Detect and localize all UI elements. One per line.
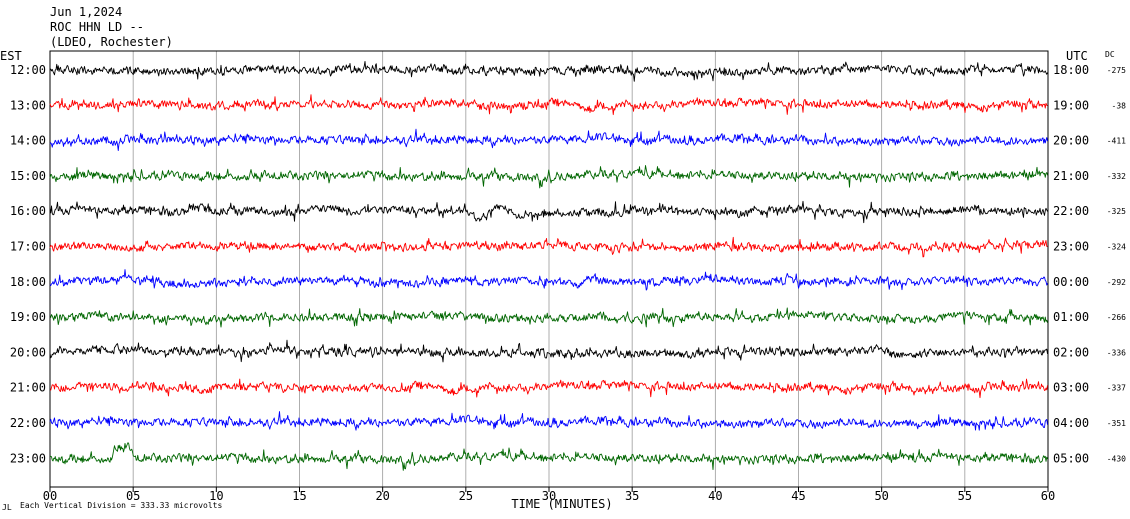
traces bbox=[49, 61, 1048, 471]
seismic-trace bbox=[49, 442, 1048, 471]
x-tick-label: 30 bbox=[542, 489, 556, 503]
dc-offset-label: -332 bbox=[1107, 172, 1126, 181]
seismic-trace bbox=[49, 411, 1048, 431]
x-tick-label: 45 bbox=[791, 489, 805, 503]
seismic-trace bbox=[49, 94, 1048, 116]
dc-labels: -275 -38 -411 -332 -325 -324 -292 -266 -336 -337 -… bbox=[1107, 66, 1126, 463]
seismic-trace bbox=[49, 307, 1048, 328]
x-tick-label: 50 bbox=[874, 489, 888, 503]
est-hour-label: 16:00 bbox=[10, 204, 46, 218]
utc-hour-label: 05:00 bbox=[1053, 451, 1089, 465]
x-axis-title: TIME (MINUTES) bbox=[511, 497, 612, 511]
utc-hour-label: 18:00 bbox=[1053, 63, 1089, 77]
est-hour-label: 21:00 bbox=[10, 381, 46, 395]
x-tick-label: 15 bbox=[292, 489, 306, 503]
est-hour-label: 23:00 bbox=[10, 451, 46, 465]
dc-offset-label: -324 bbox=[1107, 243, 1126, 252]
dc-offset-label: -411 bbox=[1107, 137, 1126, 146]
utc-hour-label: 23:00 bbox=[1053, 240, 1089, 254]
dc-offset-label: -351 bbox=[1107, 419, 1126, 428]
est-hour-label: 13:00 bbox=[10, 98, 46, 112]
dc-offset-label: -337 bbox=[1107, 384, 1126, 393]
seismic-trace bbox=[49, 61, 1048, 82]
x-tick-label: 35 bbox=[625, 489, 639, 503]
dc-offset-label: -336 bbox=[1107, 348, 1126, 357]
seismic-trace bbox=[49, 269, 1048, 291]
x-tick-label: 05 bbox=[126, 489, 140, 503]
dc-offset-label: -275 bbox=[1107, 66, 1126, 75]
x-tick-label: 20 bbox=[375, 489, 389, 503]
x-tick-label: 00 bbox=[43, 489, 57, 503]
seismic-trace bbox=[49, 200, 1048, 224]
scale-note: Each Vertical Division = 333.33 microvol… bbox=[20, 501, 222, 510]
seismic-trace bbox=[49, 165, 1048, 189]
x-tick-label: 55 bbox=[958, 489, 972, 503]
footer-mark: JL bbox=[2, 503, 12, 512]
est-hour-label: 19:00 bbox=[10, 310, 46, 324]
x-tick-label: 60 bbox=[1041, 489, 1055, 503]
utc-hour-label: 03:00 bbox=[1053, 381, 1089, 395]
est-labels: 12:00 13:00 14:00 15:00 16:00 17:00 18:00 19:00… bbox=[10, 63, 46, 465]
utc-hour-label: 02:00 bbox=[1053, 345, 1089, 359]
est-hour-label: 20:00 bbox=[10, 345, 46, 359]
utc-hour-label: 00:00 bbox=[1053, 275, 1089, 289]
date-label: Jun 1,2024 bbox=[50, 5, 122, 19]
utc-hour-label: 20:00 bbox=[1053, 134, 1089, 148]
x-tick-label: 25 bbox=[459, 489, 473, 503]
dc-offset-label: -292 bbox=[1107, 278, 1126, 287]
est-axis-label: EST bbox=[0, 49, 22, 63]
utc-hour-label: 19:00 bbox=[1053, 98, 1089, 112]
est-hour-label: 17:00 bbox=[10, 240, 46, 254]
dc-offset-label: -38 bbox=[1112, 101, 1127, 110]
x-tick-label: 40 bbox=[708, 489, 722, 503]
station-label: ROC HHN LD -- bbox=[50, 20, 144, 34]
est-hour-label: 14:00 bbox=[10, 134, 46, 148]
utc-hour-label: 21:00 bbox=[1053, 169, 1089, 183]
utc-hour-label: 04:00 bbox=[1053, 416, 1089, 430]
utc-axis-label: UTC bbox=[1066, 49, 1088, 63]
network-label: (LDEO, Rochester) bbox=[50, 35, 173, 49]
est-hour-label: 22:00 bbox=[10, 416, 46, 430]
seismic-trace bbox=[49, 378, 1048, 399]
est-hour-label: 12:00 bbox=[10, 63, 46, 77]
seismic-trace bbox=[49, 339, 1048, 363]
dc-offset-label: -325 bbox=[1107, 207, 1126, 216]
x-tick-labels: 00 05 10 15 20 25 30 35 40 45 50 55 60 bbox=[43, 489, 1055, 503]
x-ticks bbox=[49, 487, 1049, 492]
utc-hour-label: 01:00 bbox=[1053, 310, 1089, 324]
seismic-trace bbox=[49, 128, 1048, 151]
grid bbox=[132, 51, 966, 487]
dc-column-label: DC bbox=[1105, 50, 1115, 59]
utc-labels: 18:00 19:00 20:00 21:00 22:00 23:00 00:00 01:00… bbox=[1053, 63, 1089, 465]
dc-offset-label: -430 bbox=[1107, 454, 1126, 463]
seismic-trace bbox=[49, 236, 1048, 258]
x-tick-label: 10 bbox=[209, 489, 223, 503]
utc-hour-label: 22:00 bbox=[1053, 204, 1089, 218]
dc-offset-label: -266 bbox=[1107, 313, 1126, 322]
est-hour-label: 15:00 bbox=[10, 169, 46, 183]
est-hour-label: 18:00 bbox=[10, 275, 46, 289]
